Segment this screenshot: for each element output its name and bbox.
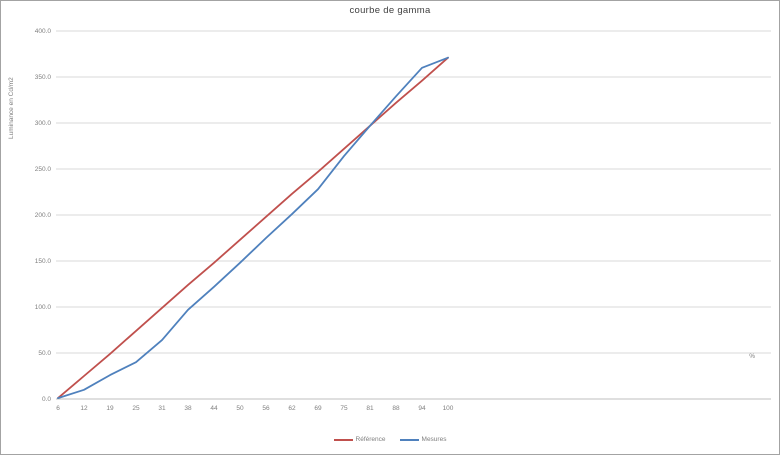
- x-axis-tick-labels[interactable]: 6 12 19 25 31 38 44 50 56 62 69 75 81 88 94 100: [56, 405, 454, 412]
- x-axis-unit-label[interactable]: %: [749, 353, 755, 360]
- x-tick-label: 19: [106, 405, 114, 412]
- y-tick-label: 300.0: [35, 120, 52, 127]
- x-tick-label: 56: [262, 405, 270, 412]
- series-line-mesures[interactable]: [57, 56, 449, 400]
- x-tick-label: 38: [184, 405, 192, 412]
- x-tick-label: 88: [392, 405, 400, 412]
- x-tick-label: 94: [418, 405, 426, 412]
- x-tick-label: 62: [288, 405, 296, 412]
- x-tick-label: 100: [443, 405, 454, 412]
- y-axis-tick-labels[interactable]: 0.0 50.0 100.0 150.0 200.0 250.0 300.0 350.0 400…: [35, 28, 52, 403]
- x-tick-label: 6: [56, 405, 60, 412]
- y-tick-label: 400.0: [35, 28, 52, 35]
- x-tick-label: 75: [340, 405, 348, 412]
- x-tick-label: 44: [210, 405, 218, 412]
- x-tick-label: 81: [366, 405, 374, 412]
- x-tick-label: 25: [132, 405, 140, 412]
- series-line-reference[interactable]: [57, 56, 449, 400]
- x-tick-label: 50: [236, 405, 244, 412]
- reference-line-swatch: [333, 438, 353, 441]
- y-tick-label: 350.0: [35, 74, 52, 81]
- y-tick-label: 0.0: [42, 396, 51, 403]
- gridlines: [56, 30, 771, 400]
- x-tick-label: 69: [314, 405, 322, 412]
- legend-item-reference[interactable]: Référence: [333, 436, 386, 443]
- x-tick-label: 31: [158, 405, 166, 412]
- y-tick-label: 100.0: [35, 304, 52, 311]
- legend-item-mesures[interactable]: Mesures: [399, 436, 447, 443]
- y-tick-label: 200.0: [35, 212, 52, 219]
- legend: Référence Mesures: [1, 436, 779, 443]
- y-tick-label: 250.0: [35, 166, 52, 173]
- y-tick-label: 150.0: [35, 258, 52, 265]
- legend-label-mesures: Mesures: [421, 436, 447, 443]
- mesures-line-swatch: [399, 438, 419, 441]
- y-tick-label: 50.0: [38, 350, 51, 357]
- chart-title[interactable]: courbe de gamma: [349, 5, 431, 16]
- legend-label-reference: Référence: [355, 436, 386, 443]
- x-tick-label: 12: [80, 405, 88, 412]
